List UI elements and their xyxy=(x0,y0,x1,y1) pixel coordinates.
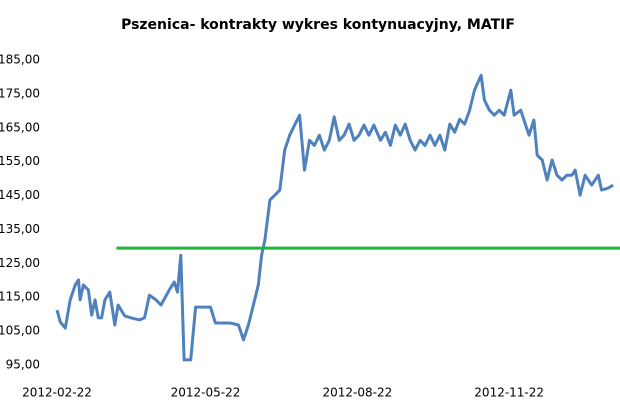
x-tick-label: 2012-05-22 xyxy=(171,386,241,400)
y-tick-label: 155,00 xyxy=(0,154,40,168)
line-series xyxy=(55,73,614,362)
x-tick-label: 2012-02-22 xyxy=(22,386,92,400)
y-tick-label: 135,00 xyxy=(0,222,40,236)
y-tick-label: 185,00 xyxy=(0,53,40,67)
chart-title: Pszenica- kontrakty wykres kontynuacyjny… xyxy=(121,17,515,33)
y-tick-label: 95,00 xyxy=(6,358,40,372)
y-tick-label: 165,00 xyxy=(0,120,40,134)
y-tick-label: 125,00 xyxy=(0,256,40,270)
x-tick-label: 2012-11-22 xyxy=(474,386,544,400)
y-tick-label: 105,00 xyxy=(0,324,40,338)
y-tick-label: 115,00 xyxy=(0,290,40,304)
y-tick-label: 175,00 xyxy=(0,86,40,100)
x-tick-label: 2012-08-22 xyxy=(322,386,392,400)
y-tick-label: 145,00 xyxy=(0,188,40,202)
